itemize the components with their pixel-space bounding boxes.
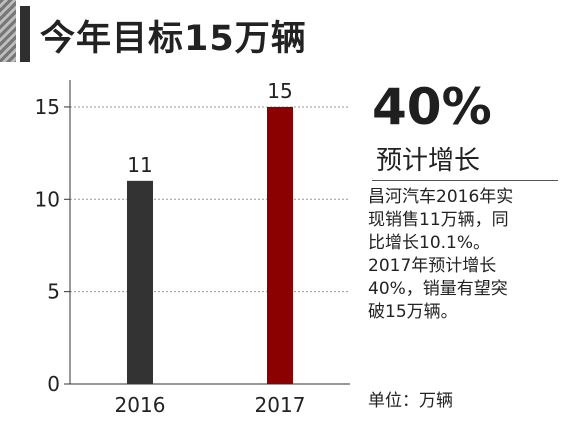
data-labels: 11 15 [127,79,292,177]
x-tick-label: 2017 [255,393,306,417]
title-stripe-decoration [0,0,16,62]
unit-note: 单位：万辆 [368,391,453,411]
y-tick-label: 5 [47,280,60,304]
bar [267,106,293,385]
x-tick-labels: 2016 2017 [115,393,306,417]
divider [372,180,558,181]
y-tick-label: 15 [35,95,60,119]
bars [127,106,293,385]
gridlines [70,106,350,293]
growth-caption: 预计增长 [376,146,481,176]
data-label: 11 [127,153,152,177]
title-bar: 今年目标15万辆 [0,0,570,70]
data-label: 15 [267,79,292,103]
title-marker [20,6,30,62]
description-text: 昌河汽车2016年实 现销售11万辆，同 比增长10.1%。 2017年预计增长… [368,187,514,322]
y-tick-label: 10 [35,187,60,211]
y-tick-label: 0 [47,372,60,396]
y-tick-labels: 0 5 10 15 [35,95,60,396]
growth-value: 40% [372,78,492,136]
x-tick-label: 2016 [115,393,166,417]
page-title: 今年目标15万辆 [40,19,307,59]
bar [127,180,153,384]
axes [64,80,350,385]
bar-chart: 0 5 10 15 11 15 2016 2017 [35,79,350,417]
